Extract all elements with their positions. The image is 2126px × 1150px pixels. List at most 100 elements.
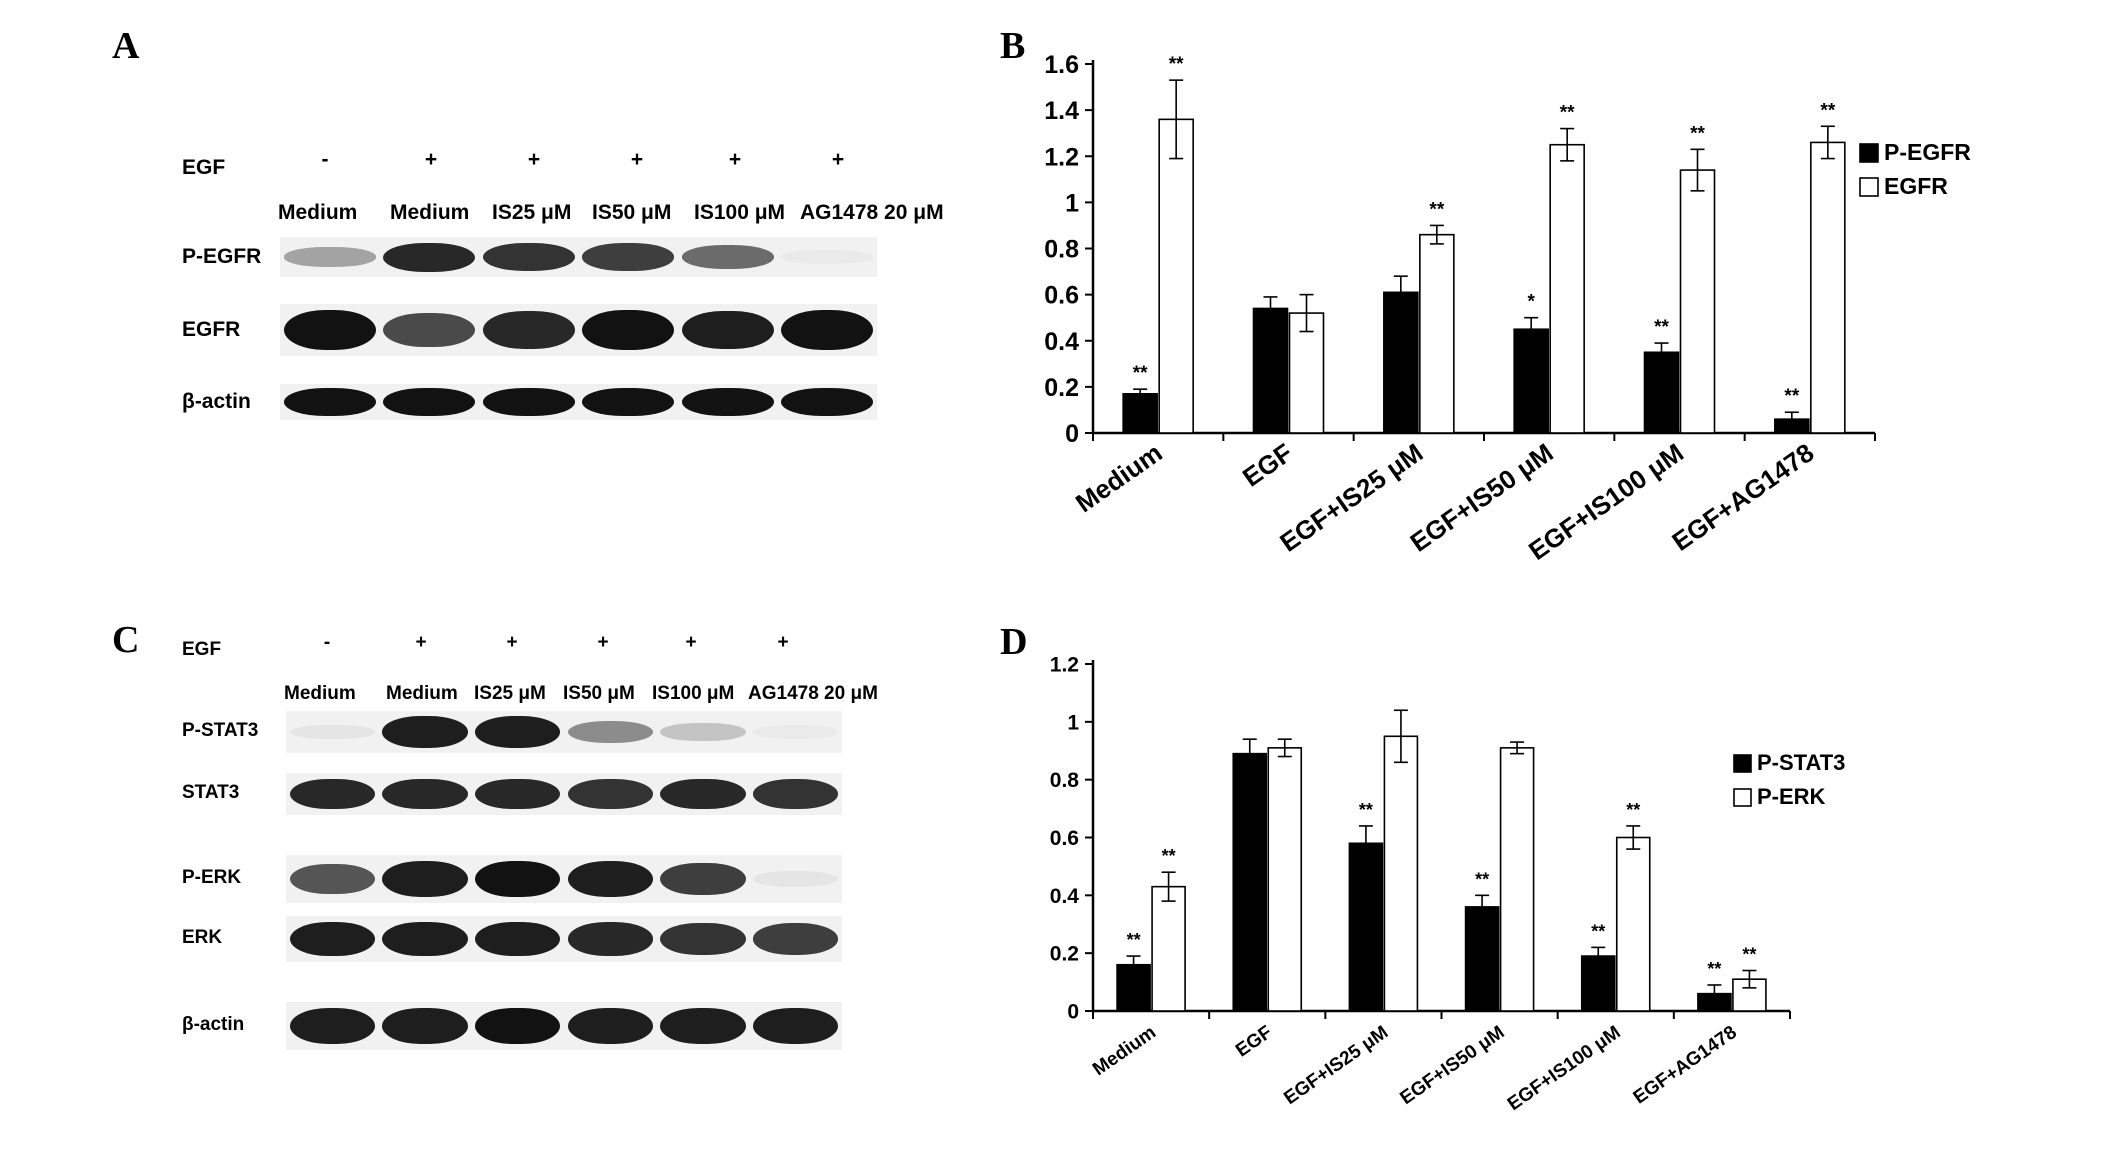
blot-band [482,242,575,272]
y-tick-label: 0.8 [1044,236,1079,264]
legend-swatch [1859,177,1879,197]
y-tick-label: 1.2 [1050,654,1079,677]
condition-label-5: IS100 μM [694,201,786,224]
bar [1288,312,1325,434]
lane-sign-3: + [506,632,518,653]
row-label-p-egfr: P-EGFR [182,245,262,268]
bar [1151,885,1186,1012]
blot-band [753,870,839,888]
y-tick-label: 1.4 [1044,97,1079,125]
blot-strip [280,237,877,277]
condition-label-1: Medium [284,683,356,704]
significance-marker: ** [1127,930,1141,950]
blot-band [660,778,746,810]
blot-strip [286,855,842,903]
legend-label: EGFR [1884,173,1948,199]
blot-band [289,863,375,895]
x-category-label: Medium [1089,1022,1160,1080]
blot-band [567,861,653,897]
blot-band [753,725,838,739]
condition-label-5: IS100 μM [652,683,735,704]
y-tick-label: 0.8 [1050,769,1080,792]
blot-band [660,723,746,741]
row-label-stat3: STAT3 [182,782,240,803]
significance-marker: * [1527,292,1535,313]
bar [1615,836,1651,1012]
legend-swatch [1859,143,1879,163]
blot-band [567,1008,653,1044]
y-tick-label: 1.2 [1044,143,1079,171]
lane-sign-2: + [424,148,438,171]
panel-letter-a: A [112,25,140,67]
legend-swatch [1733,754,1752,773]
condition-label-4: IS50 μM [592,201,672,224]
blot-band [753,923,839,955]
bar [1679,169,1716,434]
bar [1499,747,1535,1012]
blot-band [382,1008,468,1044]
significance-marker: ** [1429,199,1444,220]
lane-sign-5: + [685,632,697,653]
egf-label: EGF [182,156,226,179]
bar [1122,392,1158,434]
y-tick-label: 0 [1067,1001,1079,1024]
bar [1158,118,1194,434]
bar-chart-b: 0 0.2 0.4 0.6 0.8 1 1.2 1.4 1.6 Medium EGFEGF+IS25… [1044,51,1971,566]
x-category-label: EGF+AG1478 [1667,437,1820,556]
lane-sign-6: + [831,148,845,171]
blot-band [660,1008,746,1044]
significance-marker: ** [1169,54,1184,75]
blot-band [383,388,475,416]
significance-marker: ** [1475,869,1489,889]
bar [1419,233,1455,434]
lane-sign-5: + [728,148,742,171]
condition-label-4: IS50 μM [563,683,635,704]
blot-band [289,724,375,740]
row-label-erk: ERK [182,927,223,948]
bar [1513,328,1549,434]
blot-band [283,247,376,267]
blot-band [681,310,774,350]
x-category-label: EGF+IS25 μM [1274,437,1428,557]
lane-sign-1: - [321,148,329,171]
blot-band [283,309,376,350]
blot-band [567,721,653,743]
row-label-egfr: EGFR [182,318,241,341]
y-tick-label: 1.6 [1044,51,1079,79]
blot-band [382,861,468,897]
significance-marker: ** [1560,103,1575,124]
blot-band [382,921,468,957]
blot-strip [286,916,842,962]
significance-marker: ** [1707,959,1721,979]
blot-strip [280,304,877,356]
bar [1252,307,1289,434]
blot-strip [286,711,842,753]
lane-sign-6: + [777,632,789,653]
bar [1232,752,1268,1012]
blot-band [475,921,561,957]
significance-marker: ** [1359,800,1373,820]
blot-band [482,311,575,349]
egf-label: EGF [182,639,222,660]
blot-band [582,309,674,350]
lane-sign-4: + [630,148,644,171]
significance-marker: ** [1591,921,1605,941]
y-tick-label: 0.4 [1044,328,1079,356]
blot-band [283,388,376,416]
bar [1267,747,1303,1012]
legend-label: P-STAT3 [1757,750,1845,775]
blot-band [567,779,653,809]
blot-band [781,250,873,263]
significance-marker: ** [1690,123,1705,144]
y-tick-label: 0.2 [1050,943,1079,966]
condition-label-3: IS25 μM [474,683,546,704]
condition-label-6: AG1478 20 μM [748,683,878,704]
y-tick-label: 1 [1065,189,1079,217]
blot-band [660,862,746,896]
x-category-label: EGF+AG1478 [1630,1022,1741,1109]
blot-strip [280,384,877,420]
y-tick-label: 0.6 [1044,282,1079,310]
bar [1348,842,1384,1012]
blot-band [753,779,839,809]
